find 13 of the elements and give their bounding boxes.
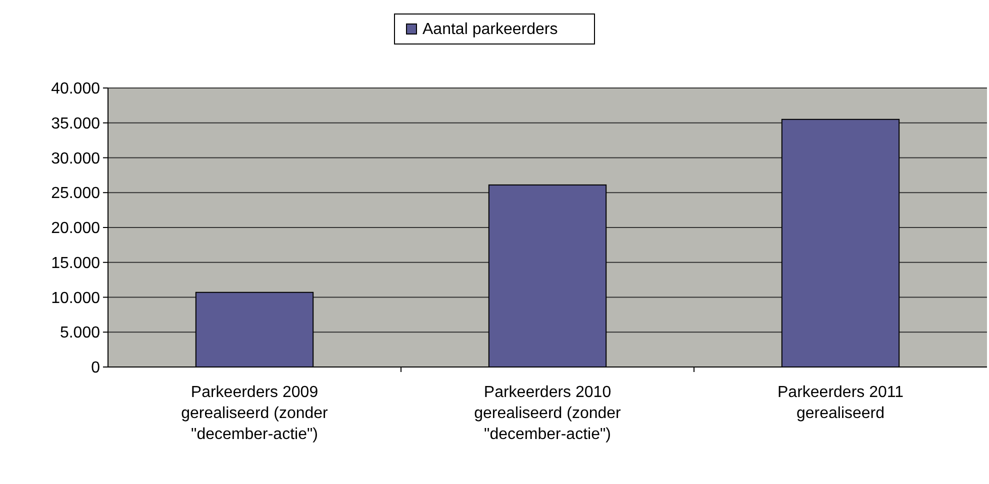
y-tick-label: 35.000	[51, 115, 100, 132]
y-tick-label: 40.000	[51, 80, 100, 98]
y-tick-label: 25.000	[51, 185, 100, 202]
y-tick-label: 0	[91, 360, 100, 377]
y-tick-label: 5.000	[60, 324, 100, 342]
y-tick-label: 20.000	[51, 220, 100, 238]
x-tick-label: Parkeerders 2010 gerealiseerd (zonder "december-actie")	[474, 384, 622, 443]
x-tick-label: Parkeerders 2009 gerealiseerd (zonder "december-actie")	[181, 384, 329, 443]
legend-label: Aantal parkeerders	[422, 21, 558, 38]
y-tick-label: 10.000	[51, 290, 100, 307]
y-tick-label: 15.000	[51, 254, 100, 272]
x-tick-label: Parkeerders 2011 gerealiseerd	[778, 384, 904, 422]
y-tick-label: 30.000	[51, 150, 100, 168]
